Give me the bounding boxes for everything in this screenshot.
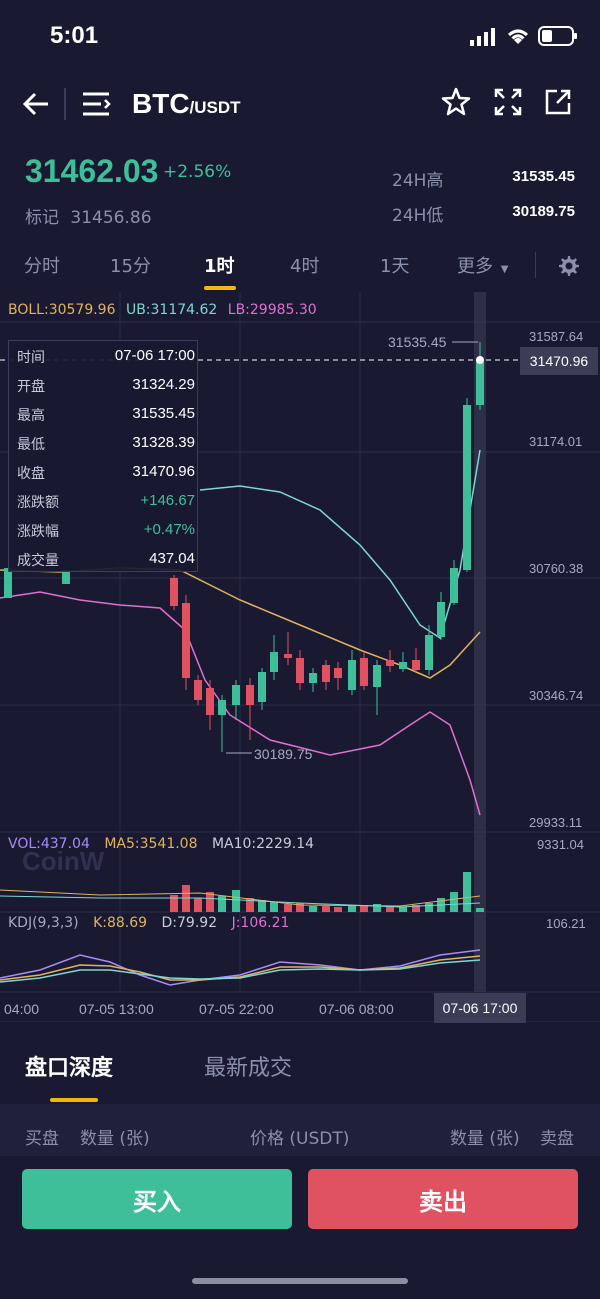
info-value: +0.47% xyxy=(143,521,195,538)
info-label: 时间 xyxy=(17,350,45,366)
info-value: 31324.29 xyxy=(132,376,195,393)
price-axis-label: 30346.74 xyxy=(529,688,584,703)
mark-label: 标记 xyxy=(25,208,59,228)
time-axis-label: 07-05 13:00 xyxy=(79,1001,154,1017)
k-value: K:88.69 xyxy=(93,915,148,931)
info-value: 31470.96 xyxy=(132,463,195,480)
orderbook-header: 买盘 数量 (张) 价格 (USDT) 数量 (张) 卖盘 xyxy=(0,1104,600,1156)
col-price: 价格 (USDT) xyxy=(250,1129,350,1149)
chevron-down-icon: ▼ xyxy=(500,264,509,275)
orderbook-tabs: 盘口深度 最新成交 xyxy=(0,1030,600,1102)
pair-title[interactable]: BTC/USDT xyxy=(132,88,241,120)
kdj-max-label: 106.21 xyxy=(546,916,586,931)
tab-more[interactable]: 更多 ▼ xyxy=(457,252,508,278)
high-value: 31535.45 xyxy=(512,168,575,185)
j-value: J:106.21 xyxy=(231,915,290,931)
pair-base: BTC xyxy=(132,88,190,119)
info-label: 最高 xyxy=(17,408,45,424)
mark-price: 标记 31456.86 xyxy=(25,203,152,228)
tab-more-label: 更多 xyxy=(457,256,493,277)
tab-active-underline xyxy=(204,286,236,290)
wifi-icon xyxy=(508,29,528,44)
battery-icon xyxy=(538,26,577,46)
mark-value: 31456.86 xyxy=(70,208,152,228)
info-label: 涨跌额 xyxy=(17,495,59,511)
crosshair-time-tag: 07-06 17:00 xyxy=(434,993,526,1023)
header: BTC/USDT xyxy=(0,76,600,136)
lb-value: LB:29985.30 xyxy=(227,302,317,318)
status-time: 5:01 xyxy=(50,22,99,49)
info-label: 开盘 xyxy=(17,379,45,395)
info-value: 31535.45 xyxy=(132,405,195,422)
gear-icon[interactable] xyxy=(554,252,582,280)
ma10-value: MA10:2229.14 xyxy=(211,836,315,852)
info-label: 收盘 xyxy=(17,466,45,482)
orderbook-tab-underline xyxy=(50,1098,98,1102)
home-indicator[interactable] xyxy=(192,1278,408,1284)
tab-15m[interactable]: 15分 xyxy=(110,256,151,277)
timeframe-tabs: 分时 15分 1时 4时 1天 更多 ▼ xyxy=(0,244,600,290)
change-percent: +2.56% xyxy=(163,162,232,182)
volume-max-label: 9331.04 xyxy=(537,837,584,852)
pair-quote: /USDT xyxy=(189,98,241,117)
price-axis-label: 30760.38 xyxy=(529,561,584,576)
d-value: D:79.92 xyxy=(161,915,218,931)
menu-icon[interactable] xyxy=(78,86,114,122)
kdj-legend: KDJ(9,3,3) K:88.69 D:79.92 J:106.21 xyxy=(8,915,289,931)
star-icon[interactable] xyxy=(438,84,474,120)
col-qty-left: 数量 (张) xyxy=(80,1129,150,1149)
time-axis-label: 04:00 xyxy=(4,1001,40,1017)
info-value: 07-06 17:00 xyxy=(114,347,195,364)
sell-button[interactable]: 卖出 xyxy=(308,1169,578,1229)
share-icon[interactable] xyxy=(540,84,576,120)
boll-value: BOLL:30579.96 xyxy=(8,302,116,318)
info-value: 437.04 xyxy=(149,550,195,567)
info-label: 最低 xyxy=(17,437,45,453)
low-marker: 30189.75 xyxy=(254,746,313,762)
signal-icon xyxy=(470,28,495,46)
price-axis-label: 31587.64 xyxy=(529,329,584,344)
col-qty-right: 数量 (张) xyxy=(450,1129,520,1149)
header-divider xyxy=(64,88,66,120)
volume-legend: VOL:437.04 MA5:3541.08 MA10:2229.14 xyxy=(8,836,314,852)
last-price: 31462.03 xyxy=(25,153,159,189)
boll-legend: BOLL:30579.96 UB:31174.62 LB:29985.30 xyxy=(8,302,317,318)
tab-latest-trades[interactable]: 最新成交 xyxy=(204,1056,293,1081)
vol-value: VOL:437.04 xyxy=(8,836,90,852)
info-label: 成交量 xyxy=(17,553,59,569)
status-bar: 5:01 xyxy=(0,0,600,70)
tab-timeline[interactable]: 分时 xyxy=(24,256,60,277)
tabs-divider xyxy=(535,252,536,278)
time-axis-label: 07-06 08:00 xyxy=(319,1001,394,1017)
buy-button[interactable]: 买入 xyxy=(22,1169,292,1229)
watermark-logo: CoinW xyxy=(22,846,105,876)
tab-1h[interactable]: 1时 xyxy=(204,256,235,277)
back-arrow-icon[interactable] xyxy=(18,86,54,122)
tab-depth[interactable]: 盘口深度 xyxy=(25,1056,114,1081)
high-marker: 31535.45 xyxy=(388,334,447,350)
time-axis-label: 07-05 22:00 xyxy=(199,1001,274,1017)
price-axis-label: 29933.11 xyxy=(529,815,583,830)
low-label: 24H低 xyxy=(392,206,444,226)
high-label: 24H高 xyxy=(392,171,444,191)
tab-1d[interactable]: 1天 xyxy=(380,256,410,277)
current-price-tag: 31470.96 xyxy=(520,347,598,375)
candle-info-box: 时间 07-06 17:00 开盘 31324.29 最高 31535.45 最低 31… xyxy=(8,340,198,572)
low-value: 30189.75 xyxy=(512,203,575,220)
info-value: 31328.39 xyxy=(132,434,195,451)
col-sell: 卖盘 xyxy=(540,1129,574,1149)
fullscreen-icon[interactable] xyxy=(490,84,526,120)
col-buy: 买盘 xyxy=(25,1129,59,1149)
tab-4h[interactable]: 4时 xyxy=(290,256,320,277)
ma5-value: MA5:3541.08 xyxy=(104,836,198,852)
info-value: +146.67 xyxy=(140,492,195,509)
ub-value: UB:31174.62 xyxy=(125,302,218,318)
price-axis-label: 31174.01 xyxy=(529,434,583,449)
kdj-params: KDJ(9,3,3) xyxy=(8,915,79,931)
info-label: 涨跌幅 xyxy=(17,524,59,540)
